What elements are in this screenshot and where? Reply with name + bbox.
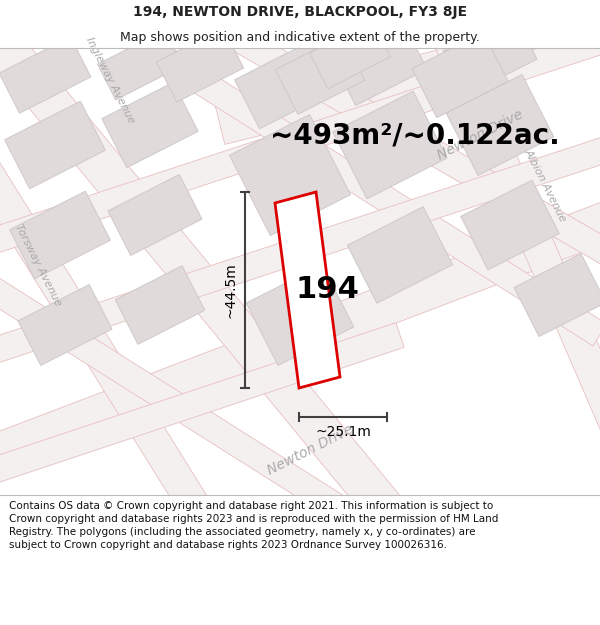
Polygon shape	[235, 41, 335, 129]
Polygon shape	[333, 91, 447, 199]
Text: ~25.1m: ~25.1m	[315, 425, 371, 439]
Polygon shape	[446, 74, 554, 176]
Polygon shape	[173, 0, 600, 306]
Polygon shape	[333, 24, 427, 106]
Polygon shape	[157, 28, 244, 102]
Polygon shape	[98, 30, 182, 100]
Polygon shape	[443, 14, 537, 96]
Polygon shape	[115, 266, 205, 344]
Polygon shape	[5, 101, 106, 189]
Text: 194: 194	[296, 276, 359, 304]
Polygon shape	[246, 264, 354, 366]
Text: Newton Drive: Newton Drive	[265, 422, 355, 478]
Polygon shape	[310, 21, 390, 89]
Polygon shape	[0, 186, 600, 479]
Polygon shape	[0, 0, 406, 528]
Polygon shape	[229, 114, 350, 236]
Polygon shape	[514, 254, 600, 336]
Polygon shape	[0, 37, 91, 113]
Text: Torsway Avenue: Torsway Avenue	[13, 222, 63, 308]
Polygon shape	[347, 207, 452, 303]
Polygon shape	[415, 0, 600, 441]
Polygon shape	[275, 36, 365, 114]
Polygon shape	[10, 191, 110, 279]
Text: Contains OS data © Crown copyright and database right 2021. This information is : Contains OS data © Crown copyright and d…	[9, 501, 499, 550]
Text: ~493m²/~0.122ac.: ~493m²/~0.122ac.	[270, 121, 560, 149]
Polygon shape	[275, 192, 340, 388]
Polygon shape	[215, 0, 600, 144]
Text: Albion Avenue: Albion Avenue	[523, 147, 568, 223]
Text: Ingleway Avenue: Ingleway Avenue	[84, 35, 136, 125]
Polygon shape	[108, 174, 202, 256]
Text: Newton Drive: Newton Drive	[435, 107, 525, 162]
Polygon shape	[412, 32, 508, 118]
Polygon shape	[0, 12, 600, 268]
Polygon shape	[0, 322, 404, 498]
Text: ~44.5m: ~44.5m	[224, 262, 238, 318]
Polygon shape	[0, 264, 357, 526]
Polygon shape	[461, 180, 559, 270]
Polygon shape	[73, 0, 600, 346]
Polygon shape	[0, 136, 214, 524]
Text: 194, NEWTON DRIVE, BLACKPOOL, FY3 8JE: 194, NEWTON DRIVE, BLACKPOOL, FY3 8JE	[133, 5, 467, 19]
Text: Map shows position and indicative extent of the property.: Map shows position and indicative extent…	[120, 31, 480, 44]
Polygon shape	[0, 122, 600, 378]
Polygon shape	[18, 284, 112, 366]
Polygon shape	[102, 82, 198, 168]
